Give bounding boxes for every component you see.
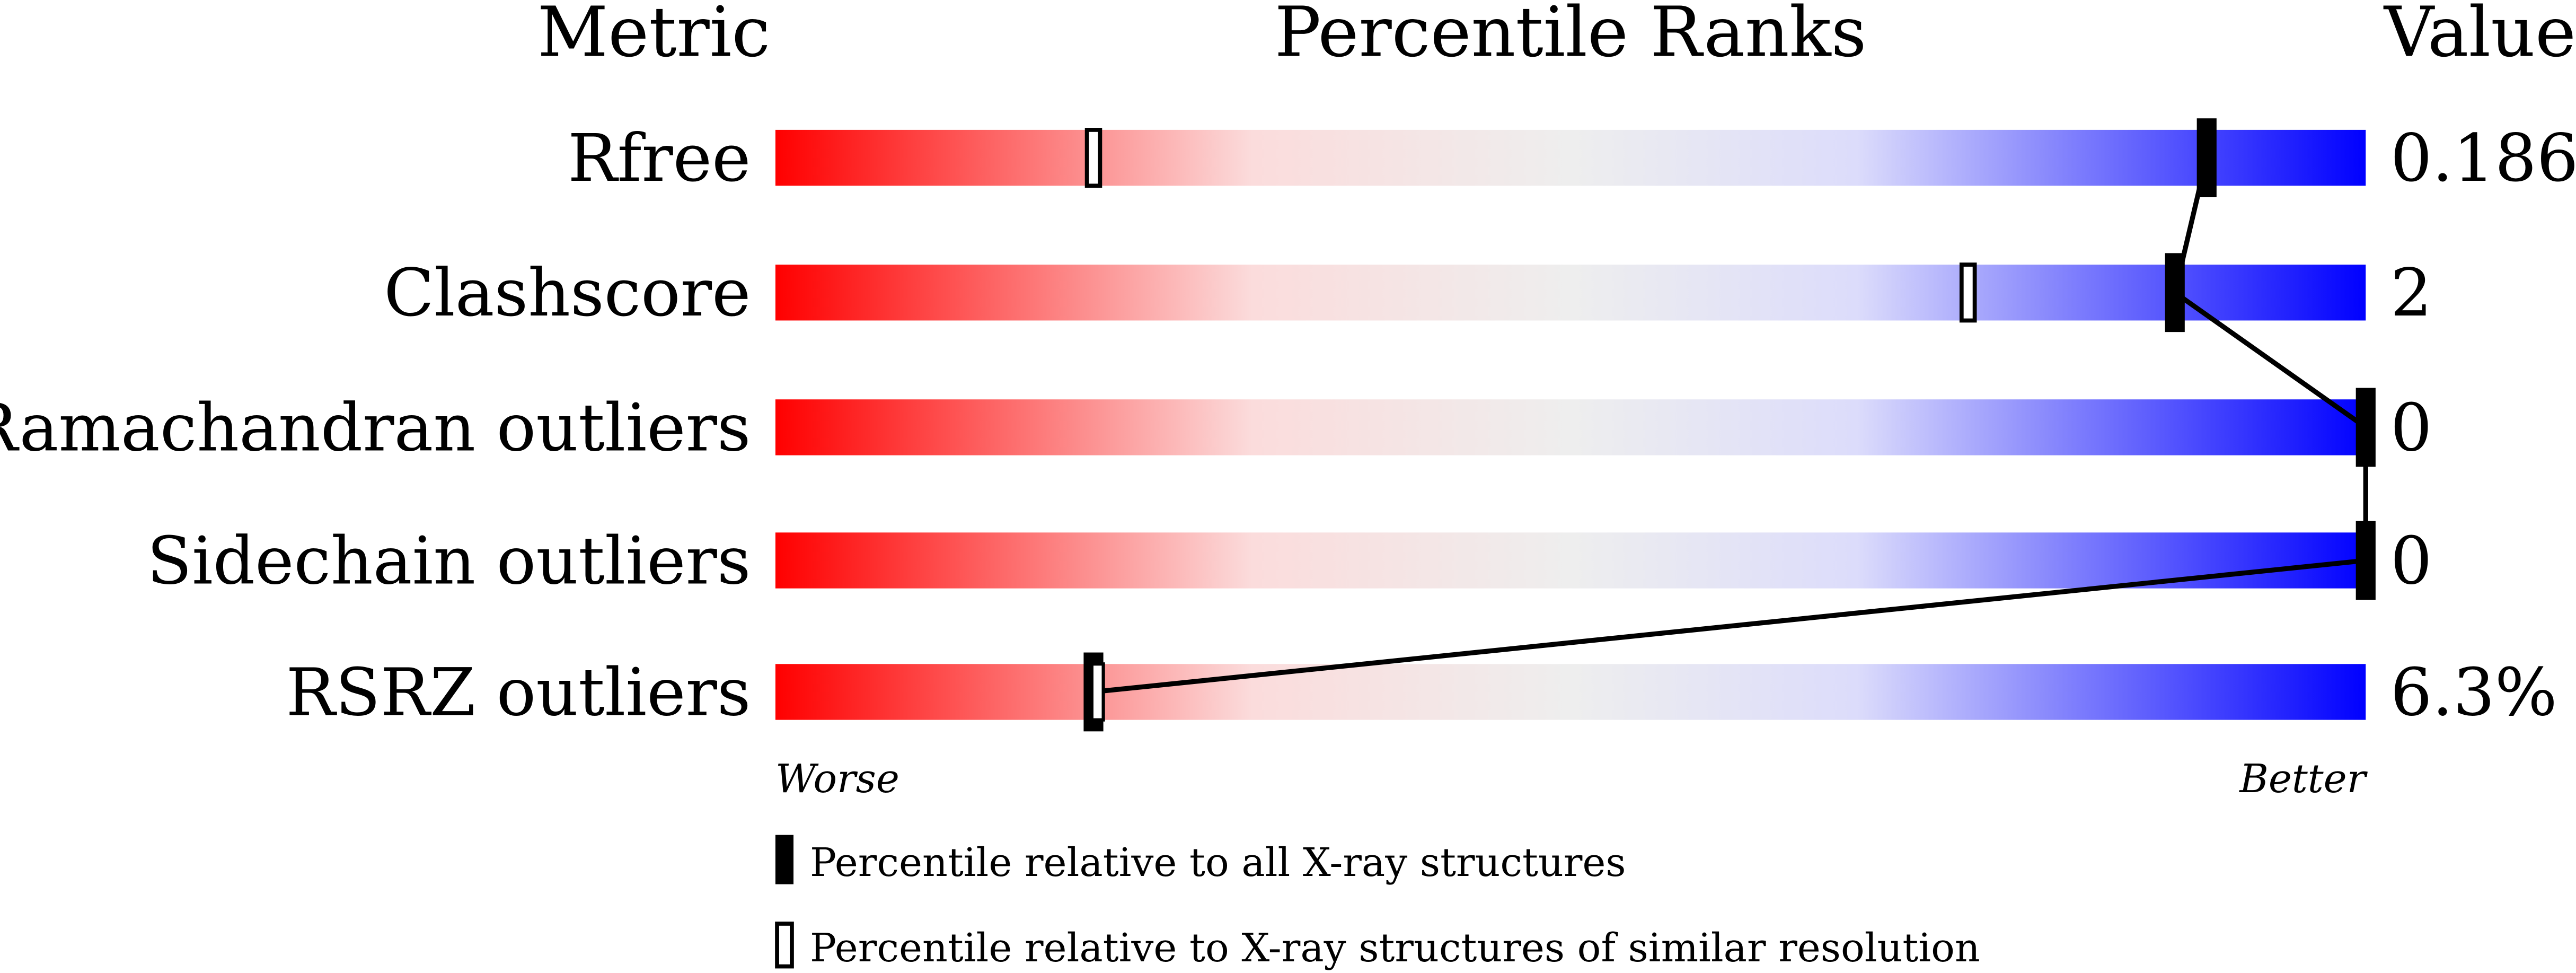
all-structures-marker [2356, 521, 2376, 600]
legend-filled-label: Percentile relative to all X-ray structu… [810, 839, 1626, 886]
all-structures-marker [2165, 253, 2185, 332]
worse-label: Worse [775, 756, 899, 802]
metric-value: 0 [2390, 523, 2432, 599]
legend-filled-icon [775, 835, 794, 884]
metric-label: RSRZ outliers [286, 654, 751, 731]
value-header: Value [2383, 0, 2576, 72]
better-label: Better [2238, 756, 2368, 802]
metric-value: 0.186 [2390, 120, 2576, 197]
metric-label: Clashscore [384, 255, 751, 331]
percentile-bar [775, 399, 2366, 455]
legend-open-icon [775, 922, 794, 969]
metric-header: Metric [537, 0, 770, 72]
similar-resolution-marker [1090, 662, 1105, 722]
percentile-bar [775, 532, 2366, 589]
similar-resolution-marker [1084, 128, 1102, 188]
metric-label: Ramachandran outliers [0, 390, 751, 466]
percentile-bar [775, 664, 2366, 720]
percentile-bar [775, 129, 2366, 186]
legend-open-label: Percentile relative to X-ray structures … [810, 925, 1980, 971]
metric-value: 2 [2390, 255, 2432, 331]
all-structures-marker [2196, 118, 2217, 197]
metric-value: 6.3% [2390, 654, 2557, 731]
similar-resolution-marker [1959, 262, 1977, 323]
ranks-header: Percentile Ranks [1275, 0, 1867, 72]
all-structures-marker [2356, 388, 2376, 467]
metric-label: Sidechain outliers [147, 523, 751, 599]
percentile-bar [775, 265, 2366, 321]
metric-value: 0 [2390, 390, 2432, 466]
metric-label: Rfree [568, 120, 751, 197]
